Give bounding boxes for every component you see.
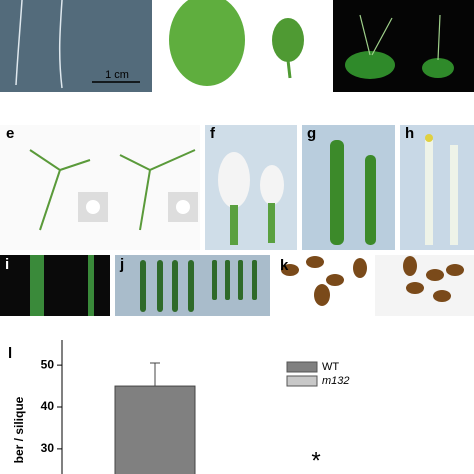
bar	[114, 385, 196, 474]
error-bar	[150, 362, 160, 387]
legend-swatch	[286, 361, 318, 373]
panel-label: k	[280, 257, 289, 274]
panel-label: l	[8, 345, 12, 362]
photo-roots: 1 cm	[0, 0, 152, 92]
y-axis-label: ber / silique	[12, 396, 26, 463]
photo-leaves	[157, 0, 327, 92]
annotation: *	[311, 447, 320, 474]
photo-siliques	[400, 125, 474, 250]
panel-label: j	[119, 256, 124, 273]
panel-label: i	[5, 256, 9, 273]
photo-seeds-m132	[375, 255, 474, 316]
y-tick-label: 40	[41, 399, 55, 413]
photo-inflorescence	[0, 125, 200, 250]
photo-rosettes	[333, 0, 474, 92]
legend-label: WT	[322, 361, 339, 373]
legend-label: m132	[322, 375, 350, 387]
y-tick-label: 30	[41, 441, 55, 455]
panel-label: f	[210, 125, 216, 142]
photo-pistils	[302, 125, 395, 250]
y-tick-label: 50	[41, 357, 55, 371]
panel-label: h	[405, 125, 414, 142]
scale-bar-label: 1 cm	[105, 69, 129, 81]
panel-label: e	[6, 125, 14, 142]
legend-swatch	[286, 375, 318, 387]
panel-label: g	[307, 125, 316, 142]
